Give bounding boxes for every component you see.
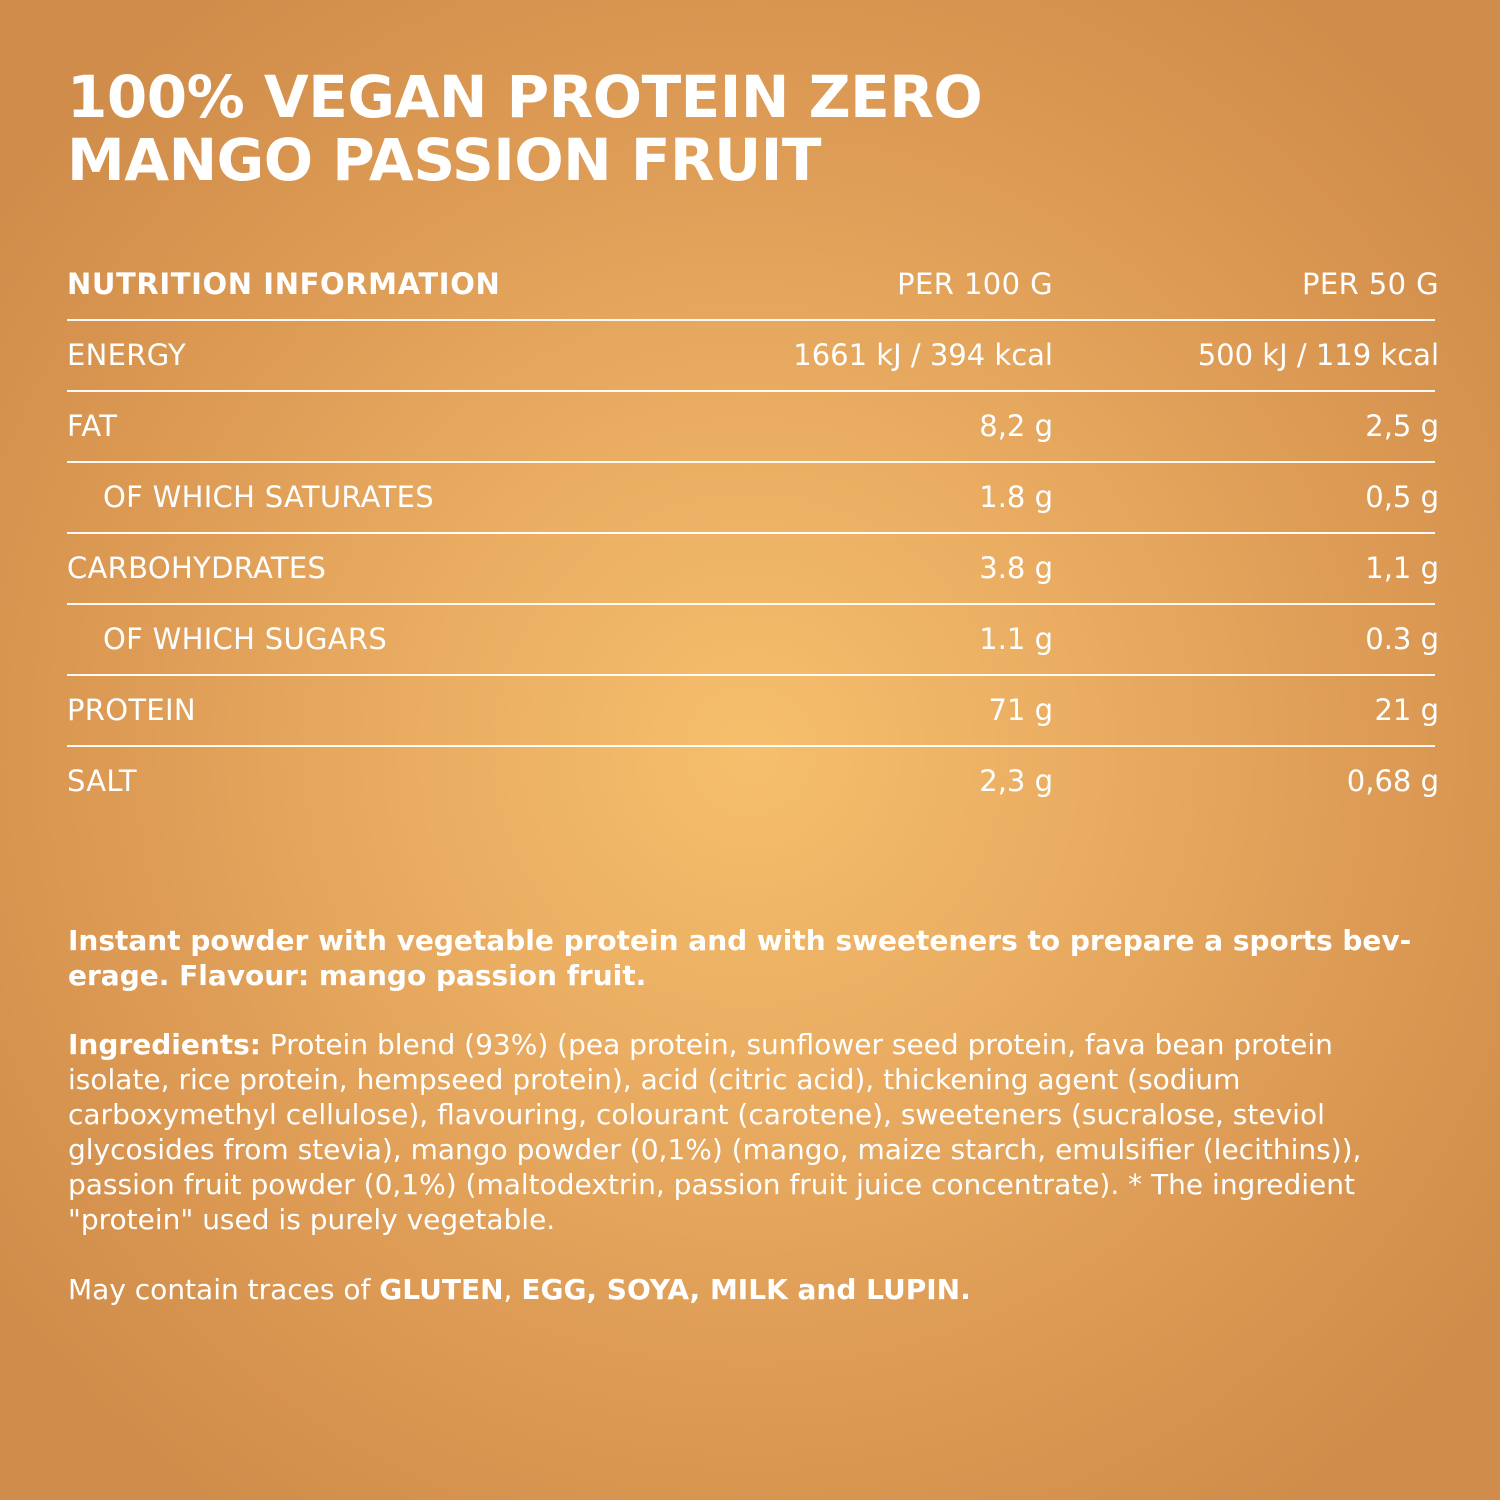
nutrient-label: SALT bbox=[67, 764, 137, 798]
nutrient-label: ENERGY bbox=[67, 338, 187, 372]
value-per-50g: 0,5 g bbox=[1365, 480, 1439, 514]
row-divider bbox=[67, 390, 1435, 392]
nutrient-label: OF WHICH SUGARS bbox=[103, 622, 388, 656]
nutrient-label: OF WHICH SATURATES bbox=[103, 480, 434, 514]
value-per-50g: 0.3 g bbox=[1365, 622, 1439, 656]
value-per-50g: 0,68 g bbox=[1346, 764, 1439, 798]
row-divider bbox=[67, 461, 1435, 463]
column-header-per-100g: PER 100 G bbox=[897, 267, 1053, 301]
nutrition-row-fat: FAT 8,2 g 2,5 g bbox=[67, 392, 1439, 461]
nutrition-row-energy: ENERGY 1661 kJ / 394 kcal 500 kJ / 119 k… bbox=[67, 321, 1439, 390]
nutrition-row-carbohydrates: CARBOHYDRATES 3.8 g 1,1 g bbox=[67, 534, 1439, 603]
allergen-statement: May contain traces of GLUTEN, EGG, SOYA,… bbox=[68, 1272, 1440, 1307]
ingredients-text: Protein blend (93%) (pea protein, sunflo… bbox=[68, 1028, 1362, 1236]
value-per-50g: 500 kJ / 119 kcal bbox=[1197, 338, 1439, 372]
value-per-100g: 1.8 g bbox=[979, 480, 1053, 514]
allergen-prefix: May contain traces of bbox=[68, 1273, 380, 1306]
nutrition-row-protein: PROTEIN 71 g 21 g bbox=[67, 676, 1439, 745]
product-title: 100% VEGAN PROTEIN ZERO MANGO PASSION FR… bbox=[67, 63, 983, 194]
row-divider bbox=[67, 319, 1435, 321]
row-divider bbox=[67, 745, 1435, 747]
column-header-per-50g: PER 50 G bbox=[1302, 267, 1439, 301]
nutrient-label: FAT bbox=[67, 409, 118, 443]
value-per-100g: 3.8 g bbox=[979, 551, 1053, 585]
value-per-50g: 21 g bbox=[1374, 693, 1439, 727]
allergen-gluten: GLUTEN bbox=[379, 1273, 504, 1306]
nutrition-table: NUTRITION INFORMATION PER 100 G PER 50 G… bbox=[67, 250, 1439, 816]
value-per-100g: 71 g bbox=[988, 693, 1053, 727]
row-divider bbox=[67, 603, 1435, 605]
nutrition-row-saturates: OF WHICH SATURATES 1.8 g 0,5 g bbox=[67, 463, 1439, 532]
value-per-50g: 1,1 g bbox=[1365, 551, 1439, 585]
value-per-100g: 8,2 g bbox=[979, 409, 1053, 443]
product-description: Instant powder with vegetable protein an… bbox=[68, 924, 1412, 992]
row-divider bbox=[67, 674, 1435, 676]
allergen-list: EGG, SOYA, MILK and LUPIN. bbox=[521, 1273, 971, 1306]
product-title-line-2: MANGO PASSION FRUIT bbox=[67, 126, 821, 194]
nutrition-header-label: NUTRITION INFORMATION bbox=[67, 267, 501, 301]
allergen-separator: , bbox=[503, 1273, 522, 1306]
value-per-50g: 2,5 g bbox=[1365, 409, 1439, 443]
nutrition-header-row: NUTRITION INFORMATION PER 100 G PER 50 G bbox=[67, 250, 1439, 319]
row-divider bbox=[67, 532, 1435, 534]
value-per-100g: 2,3 g bbox=[979, 764, 1053, 798]
nutrition-row-salt: SALT 2,3 g 0,68 g bbox=[67, 747, 1439, 816]
value-per-100g: 1.1 g bbox=[979, 622, 1053, 656]
nutrient-label: PROTEIN bbox=[67, 693, 196, 727]
ingredients-label: Ingredients: bbox=[68, 1028, 262, 1061]
nutrient-label: CARBOHYDRATES bbox=[67, 551, 327, 585]
value-per-100g: 1661 kJ / 394 kcal bbox=[793, 338, 1053, 372]
ingredients-paragraph: Ingredients: Protein blend (93%) (pea pr… bbox=[68, 1027, 1440, 1237]
nutrition-row-sugars: OF WHICH SUGARS 1.1 g 0.3 g bbox=[67, 605, 1439, 674]
product-title-line-1: 100% VEGAN PROTEIN ZERO bbox=[67, 63, 983, 131]
